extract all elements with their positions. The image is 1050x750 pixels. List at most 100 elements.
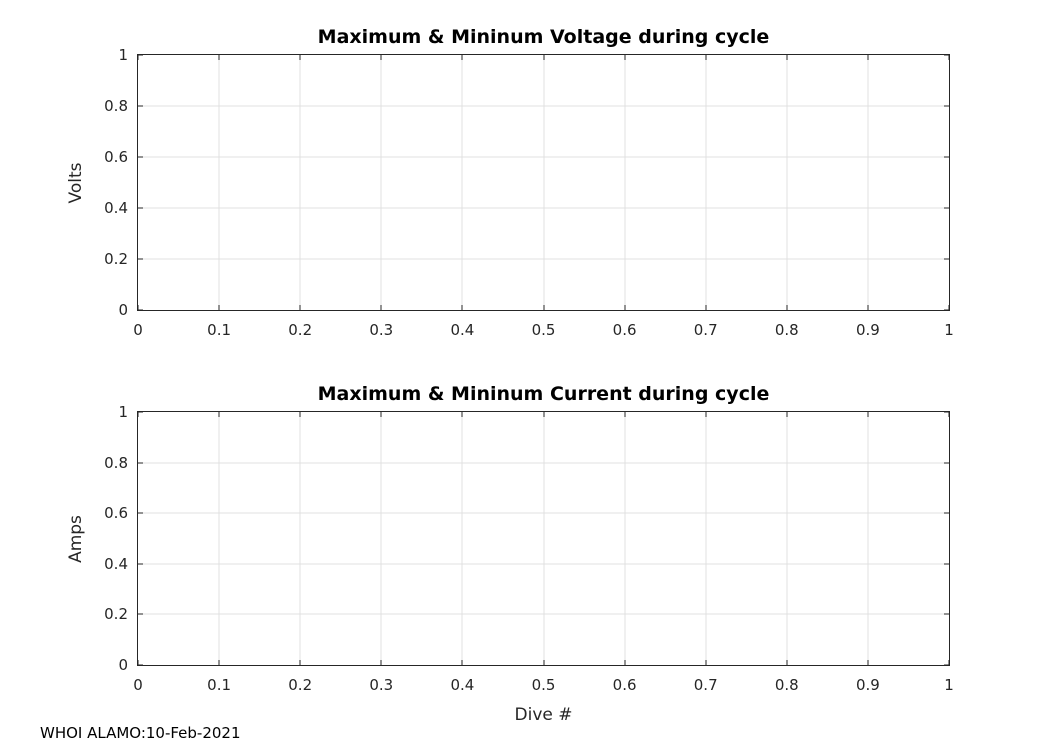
y-tick-mark-left: [138, 309, 143, 311]
y-tick-label: 0.6: [104, 148, 128, 166]
grid-line-vertical: [786, 55, 788, 310]
x-tick-mark-bottom: [137, 305, 139, 310]
y-tick-label: 0.2: [104, 605, 128, 624]
x-tick-mark-top: [867, 55, 869, 60]
grid-line-vertical: [867, 412, 869, 665]
x-tick-mark-bottom: [218, 660, 220, 665]
x-tick-label: 1: [944, 321, 954, 339]
x-tick-mark-bottom: [867, 660, 869, 665]
y-tick-mark-right: [944, 563, 949, 565]
grid-line-vertical: [624, 412, 626, 665]
y-tick-mark-right: [944, 512, 949, 514]
subplot-current-title: Maximum & Mininum Current during cycle: [317, 383, 770, 405]
subplot-current-xlabel: Dive #: [514, 705, 573, 725]
grid-line-vertical: [543, 55, 544, 310]
x-tick-mark-top: [461, 55, 463, 60]
grid-line-vertical: [461, 55, 463, 310]
x-tick-label: 0.2: [288, 676, 313, 694]
grid-line-vertical: [461, 412, 463, 665]
y-tick-label: 1: [118, 403, 128, 421]
grid-line-horizontal: [138, 156, 949, 158]
x-tick-mark-top: [948, 412, 950, 417]
x-tick-mark-top: [218, 412, 220, 417]
grid-line-vertical: [299, 55, 301, 310]
x-tick-mark-top: [624, 55, 626, 60]
grid-line-horizontal: [138, 258, 949, 260]
x-tick-mark-bottom: [461, 305, 463, 310]
grid-line-horizontal: [138, 613, 949, 615]
x-tick-label: 0.9: [855, 321, 880, 339]
x-tick-mark-bottom: [948, 660, 950, 665]
grid-line-horizontal: [138, 105, 949, 107]
x-tick-mark-bottom: [786, 660, 788, 665]
x-tick-mark-top: [786, 55, 788, 60]
grid-line-vertical: [786, 412, 788, 665]
y-tick-label: 0.6: [104, 504, 128, 523]
x-tick-mark-bottom: [461, 660, 463, 665]
x-tick-mark-bottom: [786, 305, 788, 310]
x-tick-mark-bottom: [299, 305, 301, 310]
grid-line-vertical: [380, 55, 382, 310]
x-tick-mark-top: [786, 412, 788, 417]
x-tick-mark-bottom: [137, 660, 139, 665]
grid-line-horizontal: [138, 207, 949, 209]
x-tick-mark-bottom: [380, 305, 382, 310]
grid-line-vertical: [867, 55, 869, 310]
x-tick-mark-bottom: [948, 305, 950, 310]
x-tick-mark-top: [543, 412, 544, 417]
x-tick-label: 0.5: [531, 321, 556, 339]
x-tick-label: 0.7: [693, 676, 718, 694]
y-tick-mark-right: [944, 309, 949, 311]
x-tick-mark-top: [137, 412, 139, 417]
x-tick-mark-top: [299, 412, 301, 417]
x-tick-mark-top: [380, 55, 382, 60]
x-tick-label: 0.4: [450, 321, 475, 339]
x-tick-mark-bottom: [380, 660, 382, 665]
y-tick-mark-left: [138, 563, 143, 565]
subplot-voltage-axes: Maximum & Mininum Voltage during cycle V…: [66, 26, 954, 339]
y-tick-label: 1: [118, 46, 128, 64]
y-tick-mark-right: [944, 258, 949, 260]
x-tick-label: 1: [944, 676, 954, 694]
x-tick-mark-top: [218, 55, 220, 60]
grid-line-vertical: [705, 55, 707, 310]
x-tick-label: 0.8: [774, 321, 799, 339]
y-tick-label: 0: [118, 301, 128, 319]
x-tick-mark-top: [380, 412, 382, 417]
x-tick-mark-top: [299, 55, 301, 60]
y-tick-label: 0.4: [104, 554, 128, 573]
y-tick-mark-left: [138, 462, 143, 464]
grid-line-vertical: [380, 412, 382, 665]
x-tick-label: 0.3: [369, 676, 394, 694]
y-tick-mark-right: [944, 105, 949, 107]
x-tick-label: 0.2: [288, 321, 313, 339]
x-tick-mark-bottom: [624, 305, 626, 310]
grid-line-horizontal: [138, 512, 949, 514]
x-tick-mark-top: [705, 412, 707, 417]
figure-footer: WHOI ALAMO:10-Feb-2021: [40, 724, 241, 742]
x-tick-label: 0.6: [612, 321, 637, 339]
y-tick-label: 0.4: [104, 199, 128, 217]
grid-line-vertical: [218, 55, 220, 310]
subplot-current-axes: Maximum & Mininum Current during cycle A…: [66, 383, 954, 725]
x-tick-mark-top: [543, 55, 544, 60]
x-tick-mark-top: [461, 412, 463, 417]
subplot-voltage-title: Maximum & Mininum Voltage during cycle: [317, 26, 770, 48]
subplot-voltage-ylabel: Volts: [66, 162, 86, 203]
x-tick-label: 0.1: [207, 321, 232, 339]
grid-line-horizontal: [138, 563, 949, 565]
y-tick-mark-left: [138, 156, 143, 158]
y-tick-label: 0: [118, 656, 128, 674]
y-tick-label: 0.2: [104, 250, 128, 268]
y-tick-mark-left: [138, 105, 143, 107]
y-tick-label: 0.8: [104, 453, 128, 472]
x-tick-mark-top: [137, 55, 139, 60]
y-tick-mark-right: [944, 156, 949, 158]
x-tick-mark-bottom: [218, 305, 220, 310]
x-tick-label: 0.8: [774, 676, 799, 694]
y-tick-mark-left: [138, 207, 143, 209]
x-tick-label: 0.9: [855, 676, 880, 694]
x-tick-label: 0.3: [369, 321, 394, 339]
x-tick-label: 0.4: [450, 676, 475, 694]
